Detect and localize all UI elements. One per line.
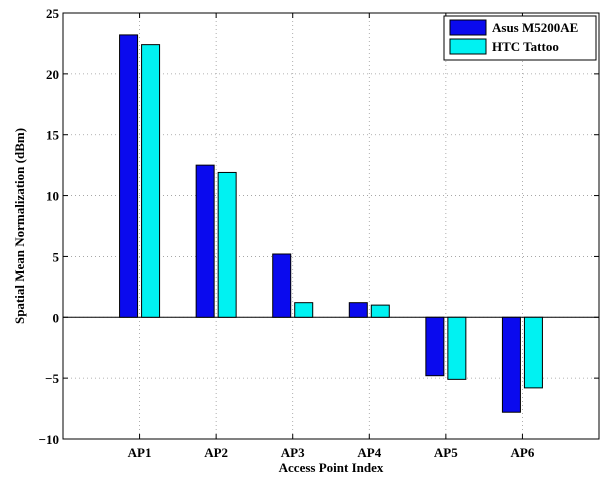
- bar-ap5-series-1: [425, 316, 445, 377]
- y-axis-title: Spatial Mean Normalization (dBm): [12, 128, 27, 324]
- y-tick-label: 0: [53, 310, 60, 325]
- y-tick-label: −5: [45, 371, 59, 386]
- bar-ap5-series-2: [447, 316, 467, 380]
- y-tick-label: 10: [46, 189, 59, 204]
- legend: Asus M5200AE HTC Tattoo: [443, 15, 597, 61]
- bar-ap3-series-2: [294, 302, 314, 318]
- legend-label: HTC Tattoo: [492, 39, 559, 54]
- bar-ap6-series-1: [501, 316, 521, 413]
- x-tick-label: AP2: [204, 445, 228, 460]
- x-axis-title: Access Point Index: [279, 460, 384, 475]
- x-tick-label: AP5: [434, 445, 458, 460]
- y-tick-label: 20: [46, 67, 59, 82]
- bar-ap2-series-2: [217, 171, 237, 318]
- legend-label: Asus M5200AE: [492, 20, 578, 35]
- bars-layer: [119, 34, 543, 413]
- y-tick-label: 25: [46, 6, 60, 21]
- ticks-layer: −10 −5 0 5 10 15 20 25 AP1 AP2 AP3 AP4 AP5 AP6: [39, 6, 599, 460]
- bar-ap4-series-1: [348, 302, 368, 318]
- plot-border: [62, 12, 600, 440]
- bar-ap1-series-2: [141, 44, 161, 318]
- bar-ap6-series-2: [523, 316, 543, 389]
- bar-ap4-series-2: [370, 304, 390, 318]
- y-tick-label: −10: [39, 432, 59, 447]
- legend-swatch: [449, 19, 487, 36]
- x-tick-label: AP6: [511, 445, 535, 460]
- x-tick-label: AP1: [128, 445, 152, 460]
- y-tick-label: 15: [46, 128, 60, 143]
- bar-ap2-series-1: [195, 164, 215, 318]
- x-tick-label: AP4: [357, 445, 381, 460]
- bar-ap3-series-1: [272, 253, 292, 318]
- x-tick-label: AP3: [281, 445, 305, 460]
- bar-ap1-series-1: [119, 34, 139, 318]
- legend-swatch: [449, 38, 487, 55]
- y-tick-label: 5: [53, 249, 60, 264]
